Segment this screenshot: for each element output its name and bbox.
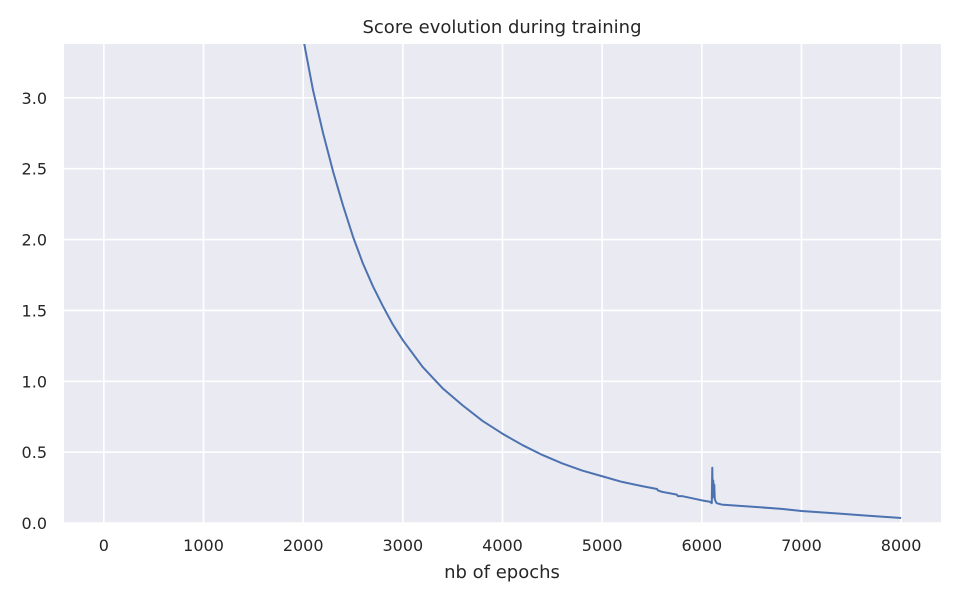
y-tick-label: 3.0 bbox=[22, 89, 47, 108]
x-tick-label: 4000 bbox=[482, 536, 523, 555]
y-tick-label: 0.0 bbox=[22, 514, 47, 533]
x-axis-label: nb of epochs bbox=[444, 562, 560, 583]
chart-title: Score evolution during training bbox=[362, 17, 641, 38]
x-tick-label: 5000 bbox=[582, 536, 623, 555]
y-tick-label: 0.5 bbox=[22, 443, 47, 462]
x-tick-label: 8000 bbox=[881, 536, 922, 555]
x-grid bbox=[103, 44, 902, 523]
x-tick-label: 3000 bbox=[382, 536, 423, 555]
y-tick-label: 1.0 bbox=[22, 372, 47, 391]
y-tick-label: 2.5 bbox=[22, 160, 47, 179]
x-tick-label: 7000 bbox=[781, 536, 822, 555]
y-grid bbox=[64, 97, 941, 524]
score-series-line bbox=[303, 44, 902, 520]
x-tick-label: 2000 bbox=[283, 536, 324, 555]
x-tick-label: 0 bbox=[99, 536, 109, 555]
y-tick-label: 1.5 bbox=[22, 301, 47, 320]
y-tick-labels: 0.0 0.5 1.0 1.5 2.0 2.5 3.0 bbox=[22, 89, 47, 533]
series-layer bbox=[303, 44, 902, 520]
x-tick-labels: 0 1000 2000 3000 4000 5000 6000 7000 8000 bbox=[99, 536, 922, 555]
y-tick-label: 2.0 bbox=[22, 231, 47, 250]
x-tick-label: 1000 bbox=[183, 536, 224, 555]
x-tick-label: 6000 bbox=[681, 536, 722, 555]
